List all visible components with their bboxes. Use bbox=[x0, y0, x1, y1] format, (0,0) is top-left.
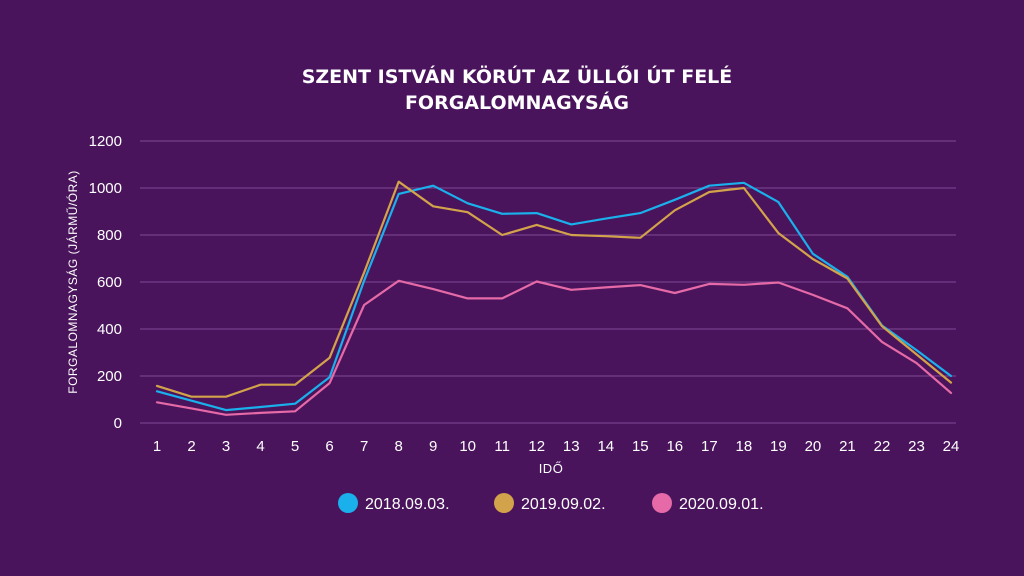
x-tick-label: 1 bbox=[153, 438, 161, 455]
legend-label-3: 2020.09.01. bbox=[679, 496, 764, 513]
y-tick-label: 200 bbox=[97, 368, 122, 385]
x-tick-label: 17 bbox=[701, 438, 718, 455]
x-tick-label: 2 bbox=[187, 438, 195, 455]
legend-label-1: 2018.09.03. bbox=[365, 496, 450, 513]
x-tick-label: 23 bbox=[908, 438, 925, 455]
x-tick-label: 8 bbox=[394, 438, 402, 455]
x-tick-label: 13 bbox=[563, 438, 580, 455]
x-tick-label: 24 bbox=[943, 438, 960, 455]
x-tick-label: 3 bbox=[222, 438, 230, 455]
x-tick-label: 7 bbox=[360, 438, 368, 455]
series-line-1 bbox=[155, 181, 953, 412]
legend-label-2: 2019.09.02. bbox=[521, 496, 606, 513]
x-tick-label: 19 bbox=[770, 438, 787, 455]
x-tick-label: 14 bbox=[597, 438, 614, 455]
x-tick-label: 9 bbox=[429, 438, 437, 455]
legend-marker-1 bbox=[338, 493, 358, 513]
x-tick-label: 21 bbox=[839, 438, 856, 455]
series-lines bbox=[155, 180, 953, 416]
legend-marker-2 bbox=[494, 493, 514, 513]
grid bbox=[140, 140, 956, 424]
x-tick-label: 4 bbox=[256, 438, 264, 455]
x-tick-label: 10 bbox=[459, 438, 476, 455]
chart-title-line-2: FORGALOMNAGYSÁG bbox=[405, 91, 629, 114]
x-tick-label: 22 bbox=[874, 438, 891, 455]
legend-marker-3 bbox=[652, 493, 672, 513]
y-axis-title: FORGALOMNAGYSÁG (JÁRMŰ/ÓRA) bbox=[65, 170, 80, 394]
y-tick-label: 1000 bbox=[89, 180, 122, 197]
y-tick-label: 0 bbox=[114, 415, 122, 432]
series-line-2 bbox=[155, 180, 953, 398]
y-tick-label: 600 bbox=[97, 274, 122, 291]
y-axis-ticks: 0 200 400 600 800 1000 1200 bbox=[89, 133, 122, 432]
x-tick-label: 12 bbox=[528, 438, 545, 455]
x-tick-label: 20 bbox=[805, 438, 822, 455]
y-tick-label: 400 bbox=[97, 321, 122, 338]
legend: 2018.09.03. 2019.09.02. 2020.09.01. bbox=[338, 493, 764, 513]
y-tick-label: 1200 bbox=[89, 133, 122, 150]
y-tick-label: 800 bbox=[97, 227, 122, 244]
x-tick-label: 18 bbox=[736, 438, 753, 455]
x-tick-label: 5 bbox=[291, 438, 299, 455]
x-tick-label: 15 bbox=[632, 438, 649, 455]
series-line-3 bbox=[155, 279, 953, 416]
x-axis-ticks: 1 2 3 4 5 6 7 8 9 10 11 12 13 14 15 16 17 18 19 20 21 22 23 24 bbox=[153, 438, 960, 455]
x-tick-label: 16 bbox=[666, 438, 683, 455]
x-tick-label: 6 bbox=[325, 438, 333, 455]
chart-title-line-1: SZENT ISTVÁN KÖRÚT AZ ÜLLŐI ÚT FELÉ bbox=[302, 64, 733, 88]
x-axis-title: IDŐ bbox=[539, 461, 564, 476]
x-tick-label: 11 bbox=[494, 438, 510, 455]
